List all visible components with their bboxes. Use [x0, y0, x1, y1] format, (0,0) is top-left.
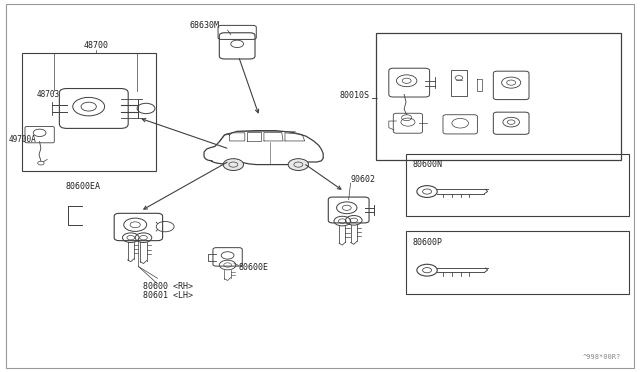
Text: 80600E: 80600E: [239, 263, 268, 272]
Bar: [22, 53, 156, 171]
Text: 48703: 48703: [36, 90, 60, 99]
Bar: [406, 154, 629, 216]
Text: 80601 <LH>: 80601 <LH>: [143, 291, 193, 300]
Text: 80010S: 80010S: [339, 91, 369, 100]
Text: ^998*00R?: ^998*00R?: [582, 354, 621, 360]
Text: 68630M: 68630M: [189, 21, 220, 31]
Text: 49700A: 49700A: [9, 135, 36, 144]
Text: 48700: 48700: [83, 41, 108, 49]
Circle shape: [288, 159, 308, 170]
Text: 90602: 90602: [351, 174, 376, 183]
Text: 80600P: 80600P: [412, 238, 442, 247]
Text: 80600N: 80600N: [412, 160, 442, 169]
Bar: [451, 70, 467, 96]
Text: 80600 <RH>: 80600 <RH>: [143, 282, 193, 291]
Text: 80600EA: 80600EA: [65, 182, 100, 191]
Circle shape: [223, 159, 244, 170]
Bar: [376, 33, 621, 160]
Bar: [406, 231, 629, 294]
